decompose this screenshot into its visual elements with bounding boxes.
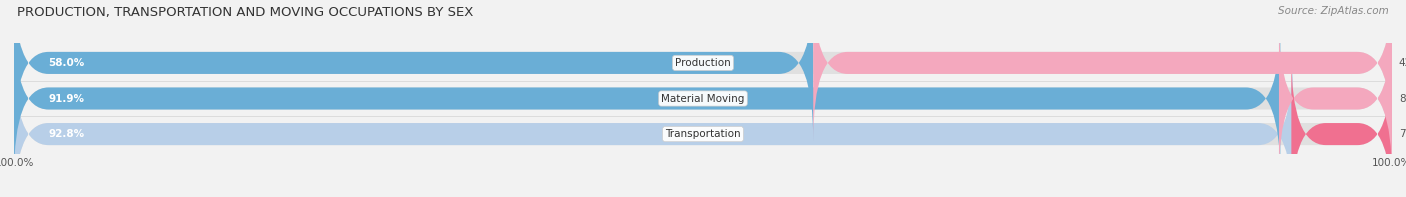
- Text: Material Moving: Material Moving: [661, 94, 745, 103]
- Text: Production: Production: [675, 58, 731, 68]
- Text: 8.2%: 8.2%: [1399, 94, 1406, 103]
- Text: 7.3%: 7.3%: [1399, 129, 1406, 139]
- Text: Transportation: Transportation: [665, 129, 741, 139]
- FancyBboxPatch shape: [14, 20, 1392, 177]
- Text: Source: ZipAtlas.com: Source: ZipAtlas.com: [1278, 6, 1389, 16]
- Text: 92.8%: 92.8%: [48, 129, 84, 139]
- Text: 91.9%: 91.9%: [48, 94, 84, 103]
- FancyBboxPatch shape: [14, 56, 1392, 197]
- Text: PRODUCTION, TRANSPORTATION AND MOVING OCCUPATIONS BY SEX: PRODUCTION, TRANSPORTATION AND MOVING OC…: [17, 6, 474, 19]
- Text: 58.0%: 58.0%: [48, 58, 84, 68]
- FancyBboxPatch shape: [14, 20, 1281, 177]
- FancyBboxPatch shape: [813, 0, 1392, 141]
- FancyBboxPatch shape: [14, 0, 813, 141]
- FancyBboxPatch shape: [14, 56, 1292, 197]
- FancyBboxPatch shape: [1291, 56, 1392, 197]
- FancyBboxPatch shape: [1279, 20, 1392, 177]
- FancyBboxPatch shape: [14, 0, 1392, 141]
- Text: 42.0%: 42.0%: [1399, 58, 1406, 68]
